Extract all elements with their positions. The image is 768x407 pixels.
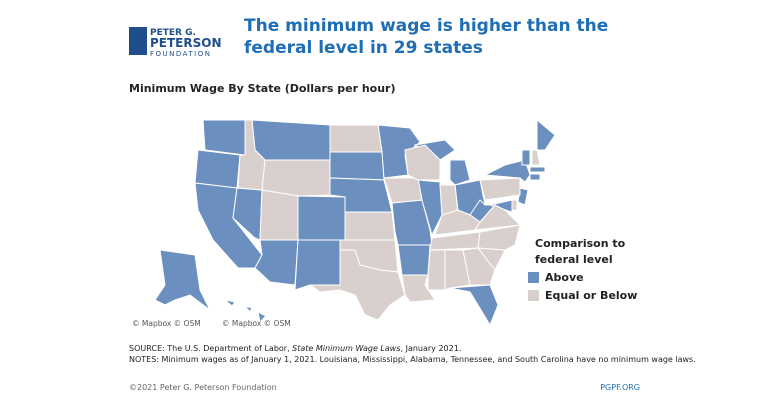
legend-label: Equal or Below [545, 289, 637, 302]
logo-text: PETER G. [150, 28, 196, 38]
source-title: State Minimum Wage Laws [292, 344, 400, 353]
footer-left: ©2021 Peter G. Peterson Foundation [129, 383, 277, 392]
source-prefix: SOURCE: The U.S. Department of Labor, [129, 344, 292, 353]
attribution: © Mapbox © OSM [132, 319, 201, 328]
notes: NOTES: Minimum wages as of January 1, 20… [129, 355, 696, 364]
legend-swatch [528, 290, 539, 301]
legend-title-box: Comparison to federal level [535, 237, 626, 266]
source-suffix: , January 2021. [401, 344, 462, 353]
legend-label: Above [545, 271, 584, 284]
attribution: © Mapbox © OSM [222, 319, 291, 328]
logo-icon [129, 27, 147, 55]
map [154, 118, 556, 327]
legend: Above Equal or Below [528, 271, 637, 302]
subtitle: Minimum Wage By State (Dollars per hour) [129, 82, 396, 95]
legend-swatch [528, 272, 539, 283]
source: SOURCE: The U.S. Department of Labor, St… [129, 344, 461, 353]
title-box: The minimum wage is higher than the fede… [244, 16, 609, 58]
footer-right: PGPF.ORG [600, 383, 640, 392]
logo-text: FOUNDATION [150, 50, 212, 58]
legend-title: Comparison to federal level [535, 237, 626, 266]
logo-text: PETERSON [150, 36, 222, 50]
title: The minimum wage is higher than the fede… [244, 16, 609, 58]
